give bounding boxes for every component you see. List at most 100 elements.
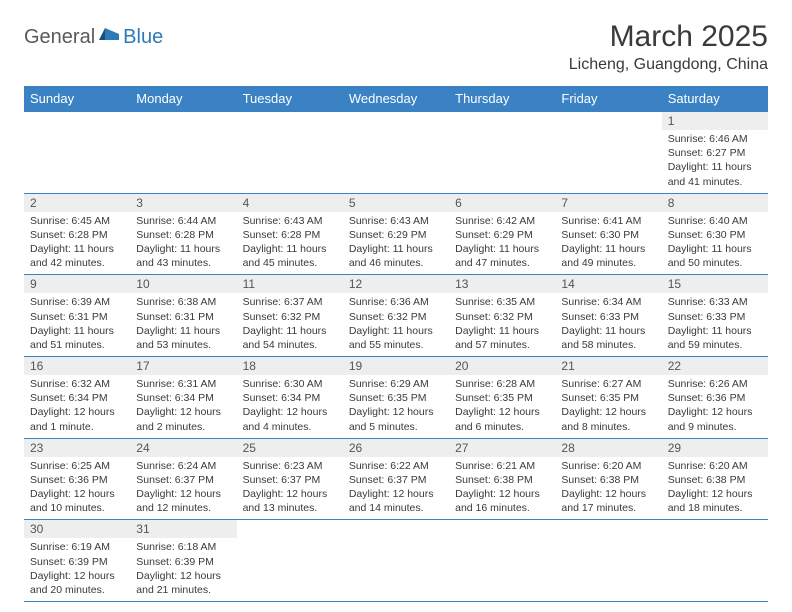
day-content: Sunrise: 6:34 AMSunset: 6:33 PMDaylight:… (555, 293, 661, 356)
day-content (237, 536, 343, 542)
calendar-cell (24, 112, 130, 194)
day-content (343, 128, 449, 134)
day-number: 9 (24, 275, 130, 293)
calendar-cell (343, 112, 449, 194)
month-title: March 2025 (569, 20, 768, 54)
calendar-row: 23Sunrise: 6:25 AMSunset: 6:36 PMDayligh… (24, 438, 768, 520)
day-content (237, 128, 343, 134)
calendar-cell: 18Sunrise: 6:30 AMSunset: 6:34 PMDayligh… (237, 357, 343, 439)
day-number: 11 (237, 275, 343, 293)
weekday-header: Monday (130, 86, 236, 112)
day-number: 3 (130, 194, 236, 212)
day-number (662, 520, 768, 536)
calendar-cell (130, 112, 236, 194)
day-content: Sunrise: 6:39 AMSunset: 6:31 PMDaylight:… (24, 293, 130, 356)
logo: General Blue (24, 26, 163, 49)
day-number: 23 (24, 439, 130, 457)
page-header: General Blue March 2025 Licheng, Guangdo… (24, 20, 768, 74)
day-content (662, 536, 768, 542)
day-content: Sunrise: 6:43 AMSunset: 6:28 PMDaylight:… (237, 212, 343, 275)
day-number: 25 (237, 439, 343, 457)
calendar-cell: 27Sunrise: 6:21 AMSunset: 6:38 PMDayligh… (449, 438, 555, 520)
calendar-row: 9Sunrise: 6:39 AMSunset: 6:31 PMDaylight… (24, 275, 768, 357)
calendar-cell: 15Sunrise: 6:33 AMSunset: 6:33 PMDayligh… (662, 275, 768, 357)
calendar-cell (555, 520, 661, 602)
day-content: Sunrise: 6:18 AMSunset: 6:39 PMDaylight:… (130, 538, 236, 601)
calendar-cell: 26Sunrise: 6:22 AMSunset: 6:37 PMDayligh… (343, 438, 449, 520)
day-number: 16 (24, 357, 130, 375)
day-content: Sunrise: 6:21 AMSunset: 6:38 PMDaylight:… (449, 457, 555, 520)
day-number: 18 (237, 357, 343, 375)
day-number: 7 (555, 194, 661, 212)
calendar-cell: 25Sunrise: 6:23 AMSunset: 6:37 PMDayligh… (237, 438, 343, 520)
day-number (130, 112, 236, 128)
day-number: 14 (555, 275, 661, 293)
calendar-cell: 20Sunrise: 6:28 AMSunset: 6:35 PMDayligh… (449, 357, 555, 439)
calendar-table: SundayMondayTuesdayWednesdayThursdayFrid… (24, 86, 768, 602)
day-number: 20 (449, 357, 555, 375)
day-number (24, 112, 130, 128)
day-content (555, 536, 661, 542)
weekday-header: Friday (555, 86, 661, 112)
day-number: 30 (24, 520, 130, 538)
day-number: 10 (130, 275, 236, 293)
day-content: Sunrise: 6:37 AMSunset: 6:32 PMDaylight:… (237, 293, 343, 356)
calendar-cell: 22Sunrise: 6:26 AMSunset: 6:36 PMDayligh… (662, 357, 768, 439)
day-content: Sunrise: 6:35 AMSunset: 6:32 PMDaylight:… (449, 293, 555, 356)
day-content (130, 128, 236, 134)
calendar-cell: 7Sunrise: 6:41 AMSunset: 6:30 PMDaylight… (555, 193, 661, 275)
day-content: Sunrise: 6:44 AMSunset: 6:28 PMDaylight:… (130, 212, 236, 275)
day-number: 6 (449, 194, 555, 212)
day-number (343, 520, 449, 536)
day-number: 19 (343, 357, 449, 375)
calendar-cell: 31Sunrise: 6:18 AMSunset: 6:39 PMDayligh… (130, 520, 236, 602)
day-content: Sunrise: 6:24 AMSunset: 6:37 PMDaylight:… (130, 457, 236, 520)
day-number (555, 112, 661, 128)
day-number (237, 112, 343, 128)
day-content: Sunrise: 6:29 AMSunset: 6:35 PMDaylight:… (343, 375, 449, 438)
day-number: 29 (662, 439, 768, 457)
weekday-header: Wednesday (343, 86, 449, 112)
day-content: Sunrise: 6:22 AMSunset: 6:37 PMDaylight:… (343, 457, 449, 520)
calendar-cell: 19Sunrise: 6:29 AMSunset: 6:35 PMDayligh… (343, 357, 449, 439)
day-content: Sunrise: 6:45 AMSunset: 6:28 PMDaylight:… (24, 212, 130, 275)
calendar-cell (449, 112, 555, 194)
weekday-header: Tuesday (237, 86, 343, 112)
calendar-cell: 1Sunrise: 6:46 AMSunset: 6:27 PMDaylight… (662, 112, 768, 194)
day-content (555, 128, 661, 134)
day-content: Sunrise: 6:40 AMSunset: 6:30 PMDaylight:… (662, 212, 768, 275)
calendar-body: 1Sunrise: 6:46 AMSunset: 6:27 PMDaylight… (24, 112, 768, 602)
calendar-cell: 9Sunrise: 6:39 AMSunset: 6:31 PMDaylight… (24, 275, 130, 357)
logo-text-general: General (24, 26, 95, 49)
day-number: 22 (662, 357, 768, 375)
calendar-cell (343, 520, 449, 602)
logo-text-blue: Blue (123, 26, 163, 49)
calendar-cell: 8Sunrise: 6:40 AMSunset: 6:30 PMDaylight… (662, 193, 768, 275)
calendar-header: SundayMondayTuesdayWednesdayThursdayFrid… (24, 86, 768, 112)
day-content: Sunrise: 6:23 AMSunset: 6:37 PMDaylight:… (237, 457, 343, 520)
day-content: Sunrise: 6:33 AMSunset: 6:33 PMDaylight:… (662, 293, 768, 356)
day-number: 28 (555, 439, 661, 457)
calendar-cell: 4Sunrise: 6:43 AMSunset: 6:28 PMDaylight… (237, 193, 343, 275)
day-content (343, 536, 449, 542)
day-number: 4 (237, 194, 343, 212)
day-content (449, 536, 555, 542)
day-number: 12 (343, 275, 449, 293)
day-content: Sunrise: 6:30 AMSunset: 6:34 PMDaylight:… (237, 375, 343, 438)
calendar-cell: 2Sunrise: 6:45 AMSunset: 6:28 PMDaylight… (24, 193, 130, 275)
calendar-row: 16Sunrise: 6:32 AMSunset: 6:34 PMDayligh… (24, 357, 768, 439)
day-content: Sunrise: 6:46 AMSunset: 6:27 PMDaylight:… (662, 130, 768, 193)
day-number: 24 (130, 439, 236, 457)
day-content: Sunrise: 6:20 AMSunset: 6:38 PMDaylight:… (555, 457, 661, 520)
day-content: Sunrise: 6:38 AMSunset: 6:31 PMDaylight:… (130, 293, 236, 356)
flag-icon (99, 26, 121, 49)
calendar-cell (555, 112, 661, 194)
calendar-cell: 14Sunrise: 6:34 AMSunset: 6:33 PMDayligh… (555, 275, 661, 357)
day-number: 15 (662, 275, 768, 293)
calendar-cell: 29Sunrise: 6:20 AMSunset: 6:38 PMDayligh… (662, 438, 768, 520)
day-number (449, 520, 555, 536)
day-content: Sunrise: 6:36 AMSunset: 6:32 PMDaylight:… (343, 293, 449, 356)
calendar-row: 1Sunrise: 6:46 AMSunset: 6:27 PMDaylight… (24, 112, 768, 194)
day-number: 8 (662, 194, 768, 212)
calendar-cell: 12Sunrise: 6:36 AMSunset: 6:32 PMDayligh… (343, 275, 449, 357)
